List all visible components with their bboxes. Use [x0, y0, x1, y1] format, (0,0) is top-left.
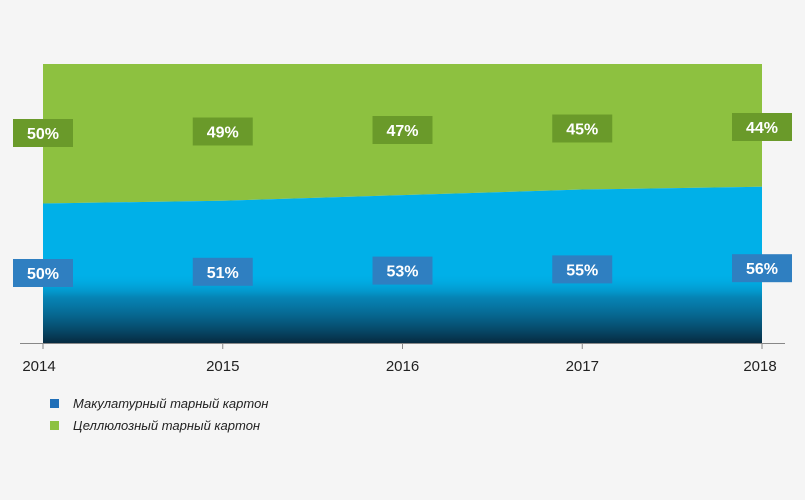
data-label-box	[192, 257, 253, 286]
x-tick-label: 2018	[743, 358, 776, 375]
x-tick-label: 2017	[566, 358, 599, 375]
data-label-series-2: 47%	[372, 116, 433, 144]
data-label-series-1: 55%	[552, 255, 613, 284]
data-label-text: 50%	[27, 126, 59, 143]
data-label-text: 50%	[27, 266, 59, 283]
data-label-box	[552, 255, 613, 284]
data-label-series-2: 49%	[192, 117, 253, 146]
data-label-series-2: 50%	[13, 119, 73, 147]
legend: Макулатурный тарный картон Целлюлозный т…	[50, 392, 268, 436]
data-label-box	[552, 114, 613, 143]
data-label-text: 56%	[746, 261, 778, 278]
legend-item-series-1: Макулатурный тарный картон	[50, 392, 268, 414]
data-label-series-1: 50%	[13, 259, 73, 287]
data-label-text: 51%	[207, 265, 239, 282]
data-label-text: 55%	[566, 262, 598, 279]
legend-swatch	[50, 398, 59, 408]
data-label-box	[13, 119, 73, 147]
data-label-series-1: 51%	[192, 257, 253, 286]
data-label-text: 49%	[207, 125, 239, 142]
data-label-box	[192, 117, 253, 146]
data-label-text: 53%	[386, 264, 418, 281]
area-shading	[43, 273, 762, 343]
x-tick-label: 2016	[386, 358, 419, 375]
x-tick-label: 2015	[206, 358, 239, 375]
data-label-series-2: 44%	[732, 113, 792, 141]
data-label-box	[732, 254, 792, 283]
x-tick-label: 2014	[22, 358, 55, 375]
data-label-series-2: 45%	[552, 114, 613, 143]
legend-label: Целлюлозный тарный картон	[73, 417, 261, 433]
data-label-text: 45%	[566, 122, 598, 139]
legend-swatch	[50, 420, 59, 430]
data-label-box	[13, 259, 73, 287]
data-label-box	[372, 116, 433, 144]
data-label-text: 44%	[746, 120, 778, 137]
legend-item-series-2: Целлюлозный тарный картон	[50, 414, 268, 436]
data-label-text: 47%	[386, 123, 418, 140]
data-label-series-1: 56%	[732, 254, 792, 283]
data-label-box	[372, 256, 433, 285]
legend-label: Макулатурный тарный картон	[73, 395, 269, 411]
data-label-box	[732, 113, 792, 141]
data-label-series-1: 53%	[372, 256, 433, 285]
